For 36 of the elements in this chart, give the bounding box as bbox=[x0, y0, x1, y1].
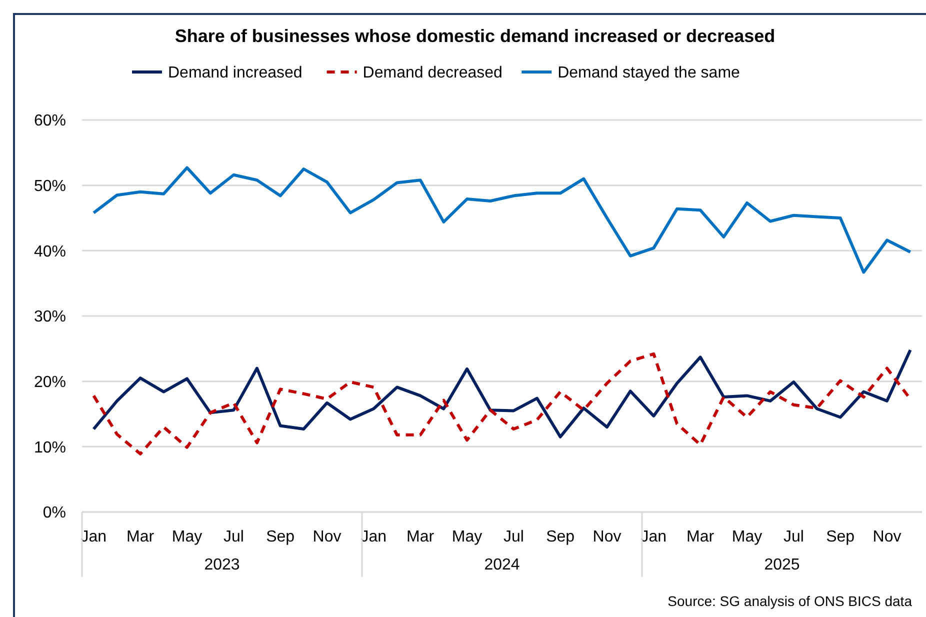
x-tick-label: Mar bbox=[686, 528, 715, 546]
x-tick-label: Jul bbox=[503, 528, 524, 546]
text: 2023 bbox=[204, 556, 240, 574]
x-tick-label: May bbox=[172, 528, 202, 546]
y-tick-label: 10% bbox=[34, 439, 66, 456]
x-tick-label: Sep bbox=[266, 528, 295, 546]
legend-label: Demand decreased bbox=[362, 64, 502, 82]
x-tick-label: Mar bbox=[126, 528, 155, 546]
x-tick-label: Nov bbox=[872, 528, 902, 546]
y-tick-label: 30% bbox=[34, 308, 66, 326]
x-tick-label: May bbox=[732, 528, 762, 546]
x-tick-label: Jul bbox=[223, 528, 244, 546]
x-tick-label: Jan bbox=[640, 528, 667, 546]
y-tick-label: 40% bbox=[34, 243, 66, 260]
line-series bbox=[92, 348, 912, 438]
x-tick-label: Sep bbox=[546, 528, 575, 546]
x-tick-label: Jan bbox=[360, 528, 387, 546]
legend-label: Demand stayed the same bbox=[558, 64, 740, 82]
source-note: Source: SG analysis of ONS BICS data bbox=[668, 593, 912, 609]
x-tick-label: Sep bbox=[826, 528, 855, 546]
x-tick-label: Jul bbox=[783, 528, 804, 546]
x-tick-label: May bbox=[452, 528, 482, 546]
legend-label: Demand increased bbox=[168, 64, 302, 82]
line-series bbox=[92, 352, 912, 456]
y-tick-label: 50% bbox=[34, 178, 66, 195]
chart-title: Share of businesses whose domestic demand increased or decreased bbox=[174, 26, 776, 46]
x-tick-label: Nov bbox=[312, 528, 342, 546]
line-series bbox=[92, 166, 912, 274]
x-tick-label: Nov bbox=[592, 528, 622, 546]
y-tick-label: 0% bbox=[42, 504, 66, 522]
text: 2024 bbox=[484, 556, 520, 574]
x-tick-label: Jan bbox=[80, 528, 107, 546]
text: 2025 bbox=[764, 556, 800, 574]
y-tick-label: 60% bbox=[34, 112, 66, 130]
x-tick-label: Mar bbox=[406, 528, 435, 546]
y-tick-label: 20% bbox=[34, 374, 66, 391]
